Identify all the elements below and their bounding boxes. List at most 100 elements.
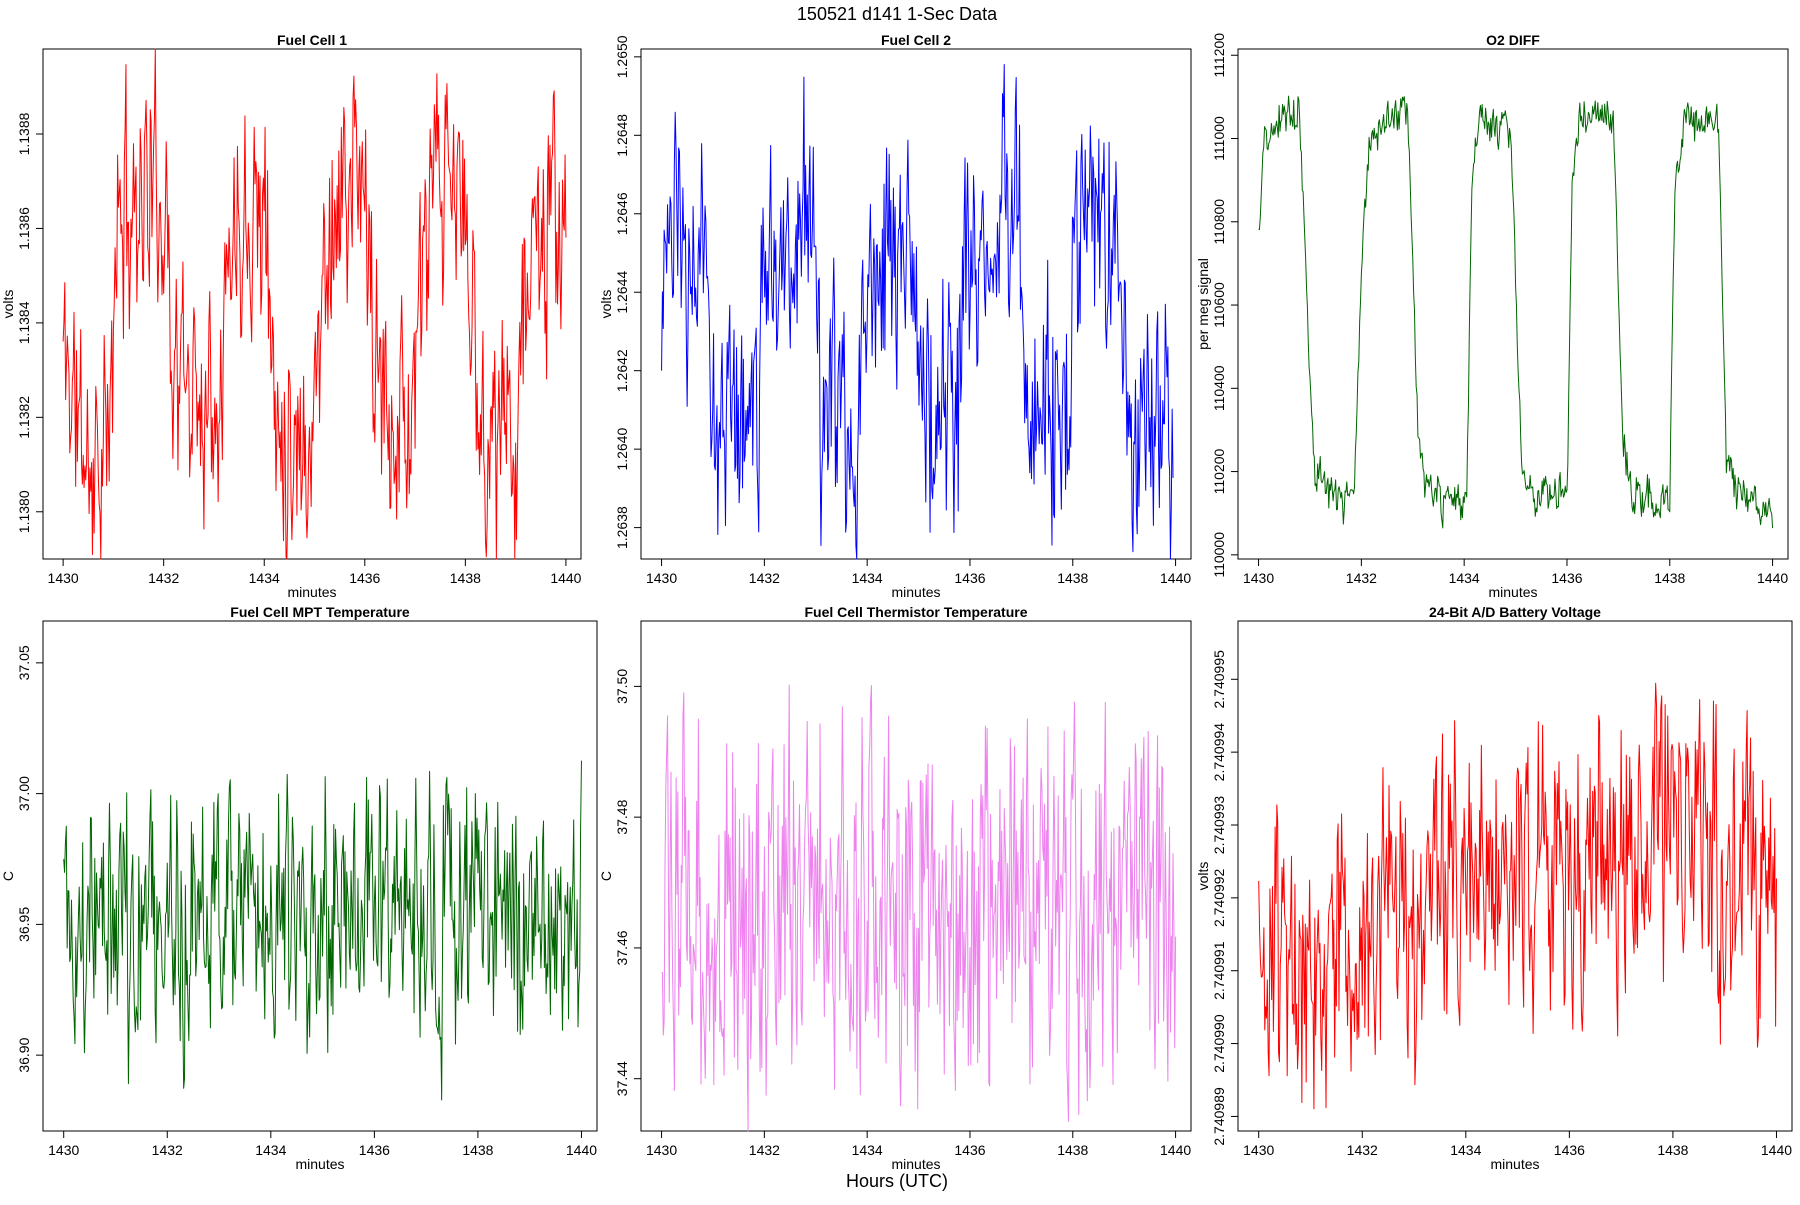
chart-title: Fuel Cell Thermistor Temperature <box>804 604 1027 620</box>
x-axis-label: minutes <box>891 584 940 600</box>
y-tick-label: 37.44 <box>614 1061 630 1096</box>
y-tick-label: 36.90 <box>16 1037 32 1072</box>
x-tick-label: 1430 <box>1243 570 1274 586</box>
y-tick-label: 1.2646 <box>614 192 630 235</box>
y-axis-label: volts <box>0 290 16 319</box>
x-tick-label: 1432 <box>749 570 780 586</box>
plot-frame <box>1237 48 1789 560</box>
x-tick-label: 1440 <box>566 1142 597 1158</box>
x-tick-label: 1434 <box>852 570 883 586</box>
y-axis-label: volts <box>598 290 614 319</box>
x-tick-label: 1430 <box>48 570 79 586</box>
x-axis-label: minutes <box>891 1156 940 1172</box>
x-tick-label: 1438 <box>462 1142 493 1158</box>
y-tick-label: 110800 <box>1211 199 1227 245</box>
y-tick-label: 1.2648 <box>614 114 630 157</box>
x-tick-label: 1434 <box>249 570 280 586</box>
x-axis-label: minutes <box>295 1156 344 1172</box>
x-tick-label: 1438 <box>1654 570 1685 586</box>
series-line-fc1 <box>62 48 567 560</box>
y-tick-label: 1.2638 <box>614 506 630 549</box>
series-line-battery <box>1258 682 1777 1110</box>
x-tick-label: 1432 <box>1347 1142 1378 1158</box>
chart-title: Fuel Cell 1 <box>277 32 347 48</box>
x-tick-label: 1430 <box>646 1142 677 1158</box>
x-tick-label: 1440 <box>1757 570 1788 586</box>
chart-title: Fuel Cell 2 <box>881 32 951 48</box>
y-axis-label: volts <box>1195 862 1211 891</box>
chart-title: O2 DIFF <box>1486 32 1540 48</box>
y-tick-label: 1.1386 <box>16 207 32 250</box>
x-tick-label: 1436 <box>954 570 985 586</box>
y-tick-label: 2.740989 <box>1211 1087 1227 1146</box>
y-tick-label: 1.1388 <box>16 112 32 155</box>
series-line-thermistor <box>661 684 1177 1132</box>
x-tick-label: 1440 <box>1761 1142 1792 1158</box>
series-line-fc2 <box>661 63 1174 560</box>
plot-frame <box>640 48 1192 560</box>
figure-xlabel: Hours (UTC) <box>846 1171 948 1191</box>
x-axis-label: minutes <box>1490 1156 1539 1172</box>
series-line-o2 <box>1258 95 1774 529</box>
x-tick-label: 1436 <box>1551 570 1582 586</box>
x-tick-label: 1440 <box>550 570 581 586</box>
chart-title: Fuel Cell MPT Temperature <box>230 604 410 620</box>
series-line-mpt <box>63 760 582 1101</box>
x-tick-label: 1434 <box>255 1142 286 1158</box>
y-tick-label: 1.2640 <box>614 428 630 471</box>
chart-mpt: Fuel Cell MPT Temperature 1430 1432 1434 143… <box>0 604 598 1172</box>
y-tick-label: 1.1384 <box>16 301 32 344</box>
y-tick-label: 2.740995 <box>1211 650 1227 709</box>
y-tick-label: 1.1382 <box>16 396 32 439</box>
y-tick-label: 111200 <box>1211 33 1227 78</box>
figure-title: 150521 d141 1-Sec Data <box>797 4 998 24</box>
x-tick-label: 1436 <box>954 1142 985 1158</box>
x-tick-label: 1436 <box>1554 1142 1585 1158</box>
chart-battery: 24-Bit A/D Battery Voltage 1430 1432 1434 14… <box>1195 604 1793 1172</box>
x-tick-label: 1430 <box>48 1142 79 1158</box>
y-tick-label: 110400 <box>1211 365 1227 411</box>
y-tick-label: 110600 <box>1211 282 1227 328</box>
y-tick-label: 1.2644 <box>614 271 630 314</box>
chart-fc2: Fuel Cell 2 1430 1432 1434 1436 1438 1440 minut… <box>598 32 1192 600</box>
y-axis-label: C <box>598 871 614 881</box>
y-tick-label: 37.46 <box>614 930 630 965</box>
x-tick-label: 1436 <box>349 570 380 586</box>
x-tick-label: 1432 <box>1346 570 1377 586</box>
x-tick-label: 1438 <box>450 570 481 586</box>
x-tick-label: 1430 <box>646 570 677 586</box>
y-tick-label: 37.48 <box>614 799 630 834</box>
x-tick-label: 1432 <box>152 1142 183 1158</box>
x-tick-label: 1440 <box>1160 570 1191 586</box>
chart-fc1: Fuel Cell 1 1430 1432 1434 1436 1438 1440 minut… <box>0 32 582 600</box>
y-tick-label: 2.740992 <box>1211 868 1227 927</box>
x-axis-label: minutes <box>287 584 336 600</box>
x-tick-label: 1434 <box>1450 1142 1481 1158</box>
x-tick-label: 1438 <box>1657 1142 1688 1158</box>
y-tick-label: 111000 <box>1211 116 1227 161</box>
x-tick-label: 1432 <box>148 570 179 586</box>
y-tick-label: 2.740991 <box>1211 941 1227 1000</box>
y-axis-label: C <box>0 871 16 881</box>
y-tick-label: 1.1380 <box>16 490 32 533</box>
y-tick-label: 37.50 <box>614 669 630 704</box>
plot-frame <box>42 48 582 560</box>
x-tick-label: 1434 <box>1449 570 1480 586</box>
y-tick-label: 1.2650 <box>614 35 630 78</box>
y-tick-label: 37.00 <box>16 776 32 811</box>
x-axis-label: minutes <box>1488 584 1537 600</box>
plot-frame <box>42 620 598 1132</box>
y-axis-label: per meg signal <box>1195 258 1211 350</box>
chart-o2: O2 DIFF 1430 1432 1434 1436 1438 1440 minutes 11… <box>1195 32 1789 600</box>
x-tick-label: 1434 <box>852 1142 883 1158</box>
x-tick-label: 1436 <box>359 1142 390 1158</box>
chart-title: 24-Bit A/D Battery Voltage <box>1429 604 1601 620</box>
y-tick-label: 2.740993 <box>1211 796 1227 855</box>
y-tick-label: 36.95 <box>16 907 32 942</box>
x-tick-label: 1430 <box>1243 1142 1274 1158</box>
y-tick-label: 37.05 <box>16 645 32 680</box>
x-tick-label: 1438 <box>1057 1142 1088 1158</box>
chart-thermistor: Fuel Cell Thermistor Temperature 1430 1432… <box>598 604 1192 1172</box>
